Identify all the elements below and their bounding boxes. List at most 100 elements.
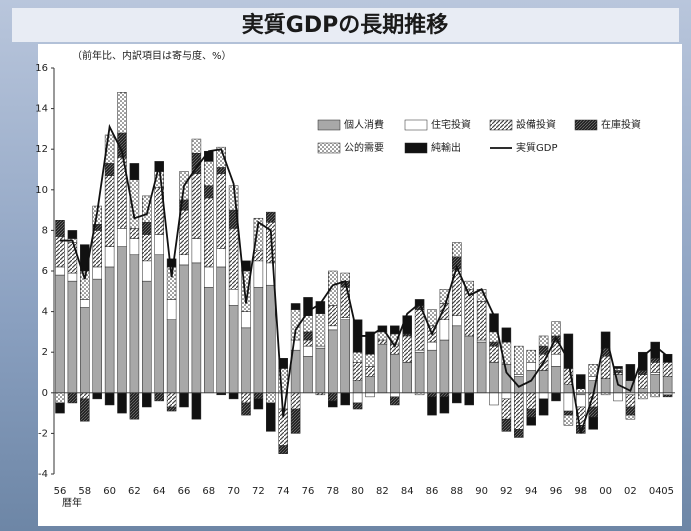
bar-segment — [80, 392, 90, 400]
bar-segment — [551, 321, 561, 337]
bar-segment — [489, 341, 499, 347]
bar-segment — [588, 364, 598, 377]
legend-label: 個人消費 — [344, 118, 384, 131]
bar-segment — [179, 392, 189, 408]
bar-segment — [80, 398, 90, 422]
bar-segment — [638, 351, 648, 371]
bar-segment — [315, 301, 326, 314]
bar-segment — [427, 349, 437, 394]
bar-segment — [129, 163, 140, 180]
bar-segment — [414, 351, 425, 394]
bar-segment — [414, 309, 425, 351]
bar-segment — [278, 445, 288, 454]
bar-segment — [328, 270, 338, 306]
bar-segment — [501, 418, 512, 432]
bar-segment — [142, 234, 152, 262]
bar-segment — [204, 286, 214, 394]
bar-segment — [266, 392, 276, 404]
bar-segment — [228, 289, 239, 306]
bar-segment — [241, 327, 251, 394]
bar-segment — [253, 217, 264, 251]
bar-segment — [241, 311, 251, 329]
bar-segment — [191, 392, 202, 420]
bar-segment — [117, 228, 127, 247]
bar-segment — [452, 392, 462, 404]
x-tick-label: 02 — [624, 486, 637, 497]
bar-segment — [489, 345, 499, 363]
legend-label: 公的需要 — [344, 141, 384, 154]
bar-segment — [191, 138, 202, 154]
bar-segment — [129, 392, 140, 420]
x-tick-label: 76 — [302, 486, 315, 497]
bar-segment — [514, 374, 524, 377]
bar-segment — [253, 260, 264, 288]
bar-segment — [464, 335, 474, 394]
bar-segment — [303, 345, 313, 357]
legend-swatch — [404, 119, 428, 131]
bar-segment — [204, 197, 214, 268]
bar-segment — [328, 329, 338, 394]
bar-segment — [662, 362, 673, 377]
bar-segment — [563, 410, 574, 416]
bar-segment — [117, 246, 127, 394]
x-tick-label: 96 — [550, 486, 563, 497]
y-tick-label: 14 — [35, 104, 48, 115]
bar-segment — [414, 349, 425, 353]
bar-segment — [538, 335, 549, 347]
legend-label: 純輸出 — [431, 141, 461, 154]
bar-segment — [638, 374, 648, 389]
bar-segment — [576, 388, 586, 394]
bar-segment — [576, 394, 586, 408]
bar-segment — [402, 315, 412, 335]
bar-segment — [390, 353, 400, 394]
bar-segment — [600, 356, 611, 379]
bar-segment — [92, 266, 102, 280]
bar-segment — [427, 392, 437, 398]
bar-segment — [625, 406, 636, 416]
bar-segment — [166, 406, 177, 412]
bar-segment — [104, 175, 115, 247]
bar-segment — [216, 167, 226, 174]
bar-segment — [166, 299, 177, 320]
bar-segment — [253, 286, 264, 394]
bar-segment — [638, 388, 648, 394]
legend-swatch — [404, 142, 428, 154]
bar-segment — [439, 289, 450, 304]
bar-segment — [514, 429, 524, 438]
bar-segment — [166, 319, 177, 394]
bar-segment — [55, 266, 65, 276]
bar-segment — [191, 262, 202, 394]
bar-segment — [340, 392, 350, 406]
bar-segment — [551, 353, 561, 367]
bar-segment — [228, 392, 239, 400]
x-tick-label: 82 — [376, 486, 389, 497]
y-tick-label: 16 — [35, 63, 48, 74]
bar-segment — [352, 402, 363, 410]
bar-segment — [290, 408, 301, 434]
bar-segment — [390, 325, 400, 335]
bar-segment — [563, 384, 574, 394]
bar-segment — [142, 260, 152, 282]
y-tick-label: 10 — [35, 185, 48, 196]
bar-segment — [452, 325, 462, 394]
bar-segment — [625, 394, 636, 408]
bar-segment — [650, 372, 660, 375]
x-tick-label: 00 — [599, 486, 612, 497]
x-tick-label: 05 — [661, 486, 674, 497]
bar-segment — [179, 209, 189, 256]
x-tick-label: 72 — [252, 486, 265, 497]
x-tick-label: 80 — [351, 486, 364, 497]
bar-segment — [576, 374, 586, 389]
bar-segment — [253, 398, 264, 410]
bar-segment — [650, 358, 660, 363]
bar-segment — [266, 211, 276, 223]
bar-segment — [315, 345, 326, 349]
bar-segment — [142, 195, 152, 223]
y-tick-label: 0 — [42, 388, 48, 399]
bar-segment — [55, 274, 65, 394]
bar-segment — [55, 392, 65, 404]
y-tick-label: 4 — [42, 307, 48, 318]
bar-segment — [340, 319, 350, 394]
y-tick-label: 2 — [42, 347, 48, 358]
bar-segment — [67, 242, 78, 274]
